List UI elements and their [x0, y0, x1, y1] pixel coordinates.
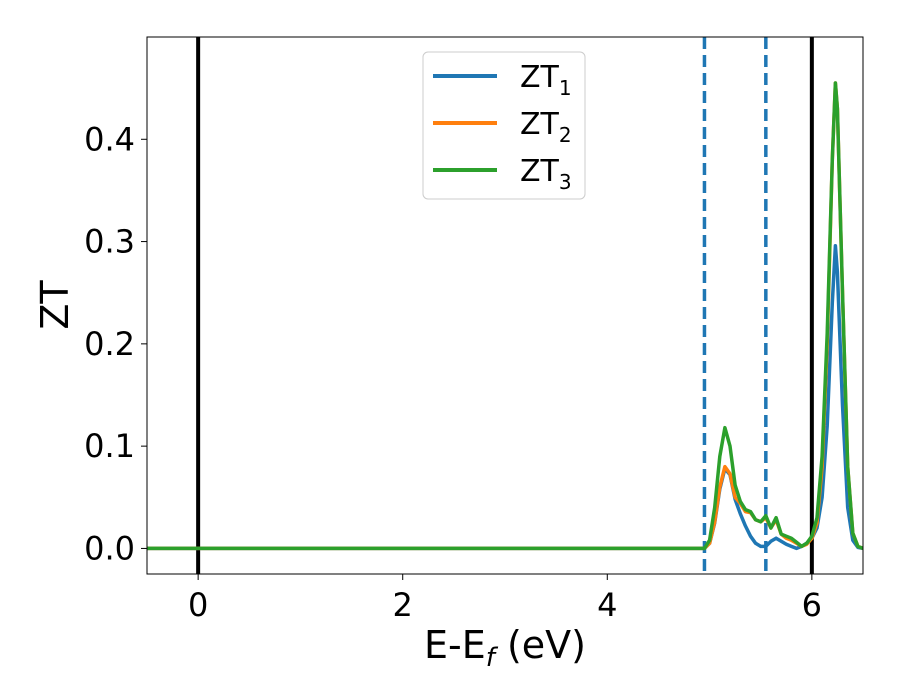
y-tick-label: 0.1: [84, 427, 135, 465]
y-axis-label: ZT: [33, 280, 77, 330]
plot-frame: [146, 36, 864, 575]
series-lines: [147, 81, 863, 551]
x-tick-label: 0: [188, 586, 208, 624]
y-tick-label: 0.2: [84, 325, 135, 363]
legend-label-3: ZT3: [520, 154, 572, 194]
y-axis-ticks: 0.0 0.1 0.2 0.3 0.4: [84, 120, 147, 567]
x-tick-label: 6: [802, 586, 822, 624]
legend-label-1: ZT1: [520, 60, 572, 100]
legend: ZT1 ZT2 ZT3: [422, 51, 586, 200]
vertical-lines: [196, 37, 814, 574]
legend-frame: [422, 51, 586, 200]
y-tick-label: 0.0: [84, 529, 135, 567]
x-tick-label: 2: [393, 586, 413, 624]
x-tick-label: 4: [597, 586, 617, 624]
x-axis-label: E-Ef (eV): [424, 623, 586, 673]
legend-label-2: ZT2: [520, 107, 572, 147]
y-tick-label: 0.3: [84, 223, 135, 261]
x-axis-ticks: 0 2 4 6: [188, 574, 822, 624]
y-tick-label: 0.4: [84, 120, 135, 158]
series-line-3: [147, 81, 863, 551]
